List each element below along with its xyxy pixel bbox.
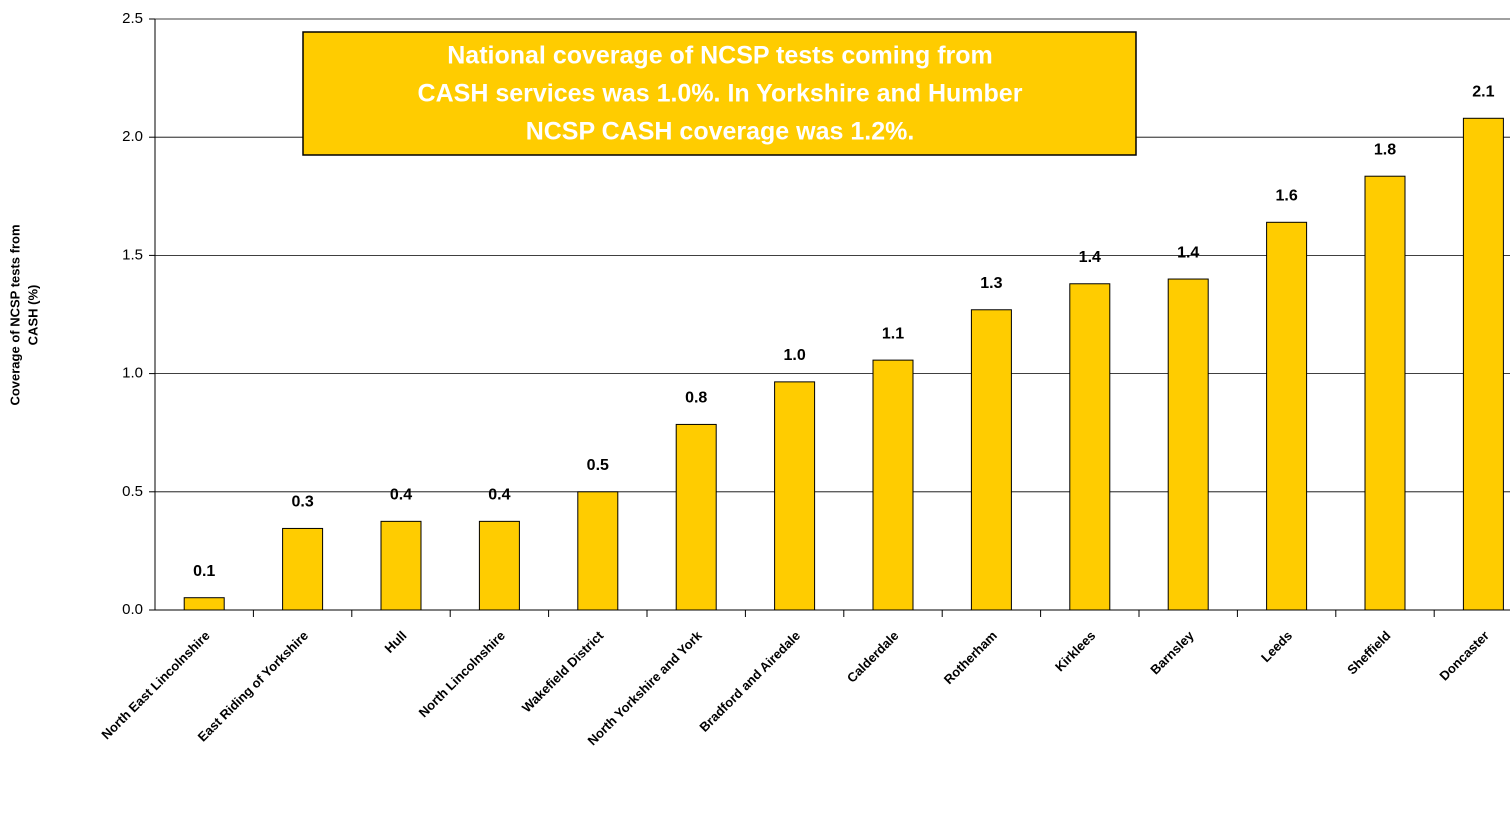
x-tick-label: Wakefield District xyxy=(519,627,607,715)
bar xyxy=(1069,283,1111,611)
y-tick-label: 1.0 xyxy=(122,365,143,382)
bar xyxy=(970,309,1012,611)
bar xyxy=(380,520,422,611)
value-label: 0.3 xyxy=(291,494,313,511)
bar xyxy=(774,381,816,611)
value-label: 0.8 xyxy=(685,390,707,407)
x-tick-label: Calderdale xyxy=(844,628,902,686)
value-label: 1.1 xyxy=(882,325,904,342)
value-label: 0.4 xyxy=(488,487,510,504)
value-label: 0.4 xyxy=(390,487,412,504)
value-label: 1.4 xyxy=(1177,244,1199,261)
x-tick-label: Doncaster xyxy=(1436,628,1492,684)
bar xyxy=(1266,221,1308,611)
bar xyxy=(675,423,717,611)
x-tick-label: East Riding of Yorkshire xyxy=(195,628,312,745)
annotation-text: National coverage of NCSP tests coming f… xyxy=(447,42,993,70)
bar xyxy=(872,359,914,611)
x-tick-label: Leeds xyxy=(1258,628,1295,665)
x-tick-label: North Yorkshire and York xyxy=(584,627,705,748)
annotation-box xyxy=(302,31,1137,156)
annotation-text: CASH services was 1.0%. In Yorkshire and… xyxy=(418,80,1023,108)
value-label: 1.6 xyxy=(1275,188,1297,205)
value-label: 1.4 xyxy=(1079,249,1101,266)
bar xyxy=(1167,278,1209,611)
y-axis-label: Coverage of NCSP tests from xyxy=(7,224,22,405)
bar xyxy=(183,597,225,611)
value-label: 2.1 xyxy=(1472,84,1494,101)
y-tick-label: 2.5 xyxy=(122,10,143,27)
y-tick-label: 1.5 xyxy=(122,246,143,263)
x-tick-label: Hull xyxy=(382,628,410,656)
value-label: 0.1 xyxy=(193,563,215,580)
y-tick-label: 0.5 xyxy=(122,483,143,500)
x-tick-label: Rotherham xyxy=(941,628,1000,687)
x-tick-label: Sheffield xyxy=(1344,628,1393,677)
value-label: 1.8 xyxy=(1374,141,1396,158)
bar xyxy=(282,527,324,611)
x-tick-label: Bradford and Airedale xyxy=(696,628,803,735)
x-tick-label: Barnsley xyxy=(1147,627,1197,677)
value-label: 1.0 xyxy=(783,347,805,364)
bar xyxy=(577,491,619,611)
bar xyxy=(1364,175,1406,611)
y-tick-label: 0.0 xyxy=(122,601,143,618)
annotation-text: NCSP CASH coverage was 1.2%. xyxy=(526,118,915,146)
y-tick-label: 2.0 xyxy=(122,128,143,145)
x-tick-label: North Lincolnshire xyxy=(416,628,508,720)
bar xyxy=(478,520,520,611)
value-label: 1.3 xyxy=(980,275,1002,292)
bar xyxy=(1462,117,1504,611)
y-axis-label: CASH (%) xyxy=(25,285,40,346)
x-tick-label: Kirklees xyxy=(1052,628,1098,674)
value-label: 0.5 xyxy=(587,457,609,474)
x-tick-label: North East Lincolnshire xyxy=(98,628,212,742)
